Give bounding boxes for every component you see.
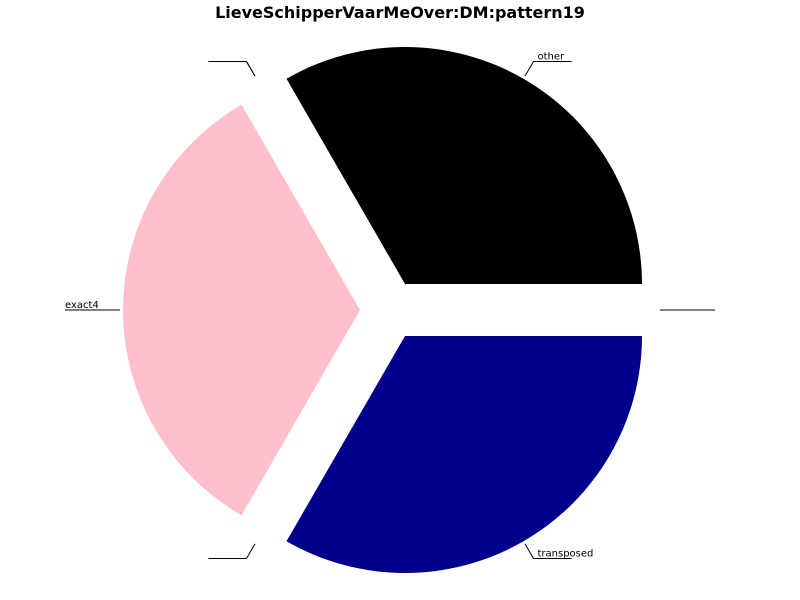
leader-line-5 [524, 543, 572, 560]
leader-line-4 [208, 543, 256, 560]
pie-labels: other exact4 transposed [65, 51, 715, 560]
pie-slices [123, 47, 642, 573]
pie-slice-other [286, 47, 642, 285]
slice-label-exact4: exact4 [65, 300, 99, 311]
slice-label-other: other [538, 51, 566, 62]
slice-label-transposed: transposed [538, 549, 594, 560]
pie-slice-transposed [286, 335, 642, 573]
leader-line-2 [208, 60, 256, 77]
leader-line-0 [524, 60, 572, 77]
pie-slice-exact4 [123, 104, 360, 516]
chart-title: LieveSchipperVaarMeOver:DM:pattern19 [215, 3, 585, 22]
